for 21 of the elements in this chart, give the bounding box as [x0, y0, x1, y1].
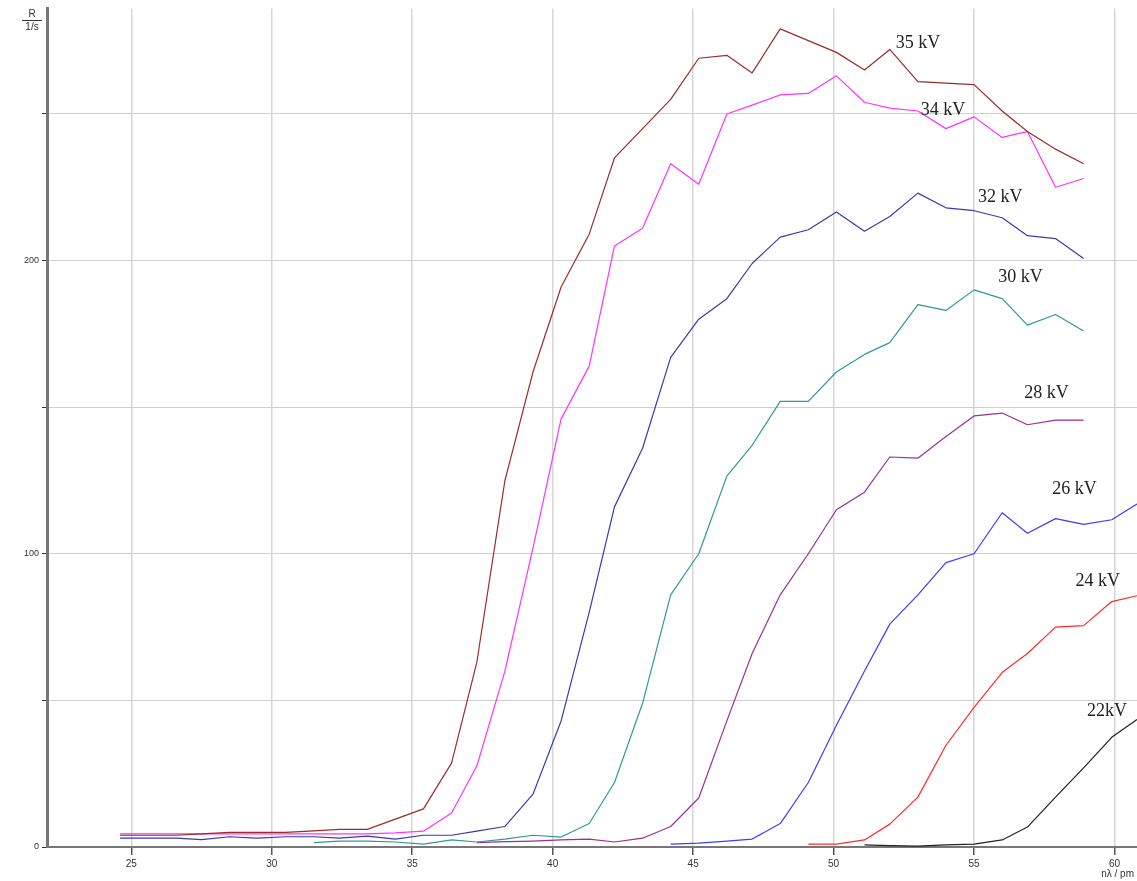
y-tick-label: 100 — [23, 548, 39, 559]
x-tick-label: 40 — [547, 857, 559, 869]
series-label: 30 kV — [998, 265, 1043, 286]
x-tick-label: 60 — [1108, 857, 1121, 869]
y-tick-label: 0 — [33, 841, 39, 852]
series-label: 34 kV — [920, 99, 966, 120]
x-axis-title: nλ / pm — [1101, 867, 1134, 879]
y-axis-title: R 1/s — [25, 7, 39, 32]
x-tick-label: 25 — [125, 857, 138, 869]
x-tick-label: 35 — [406, 857, 419, 869]
x-tick-label: 30 — [266, 857, 278, 869]
series-label: 28 kV — [1024, 381, 1069, 402]
series-label: 24 kV — [1075, 570, 1120, 591]
x-tick-label: 50 — [828, 857, 840, 869]
x-tick-label: 45 — [687, 857, 700, 869]
y-tick-label: 200 — [23, 255, 39, 266]
series-label: 22kV — [1087, 700, 1127, 721]
x-tick-label: 55 — [968, 857, 981, 869]
series-label: 26 kV — [1052, 478, 1097, 499]
series-label: 35 kV — [895, 32, 941, 53]
series-label: 32 kV — [977, 186, 1023, 207]
